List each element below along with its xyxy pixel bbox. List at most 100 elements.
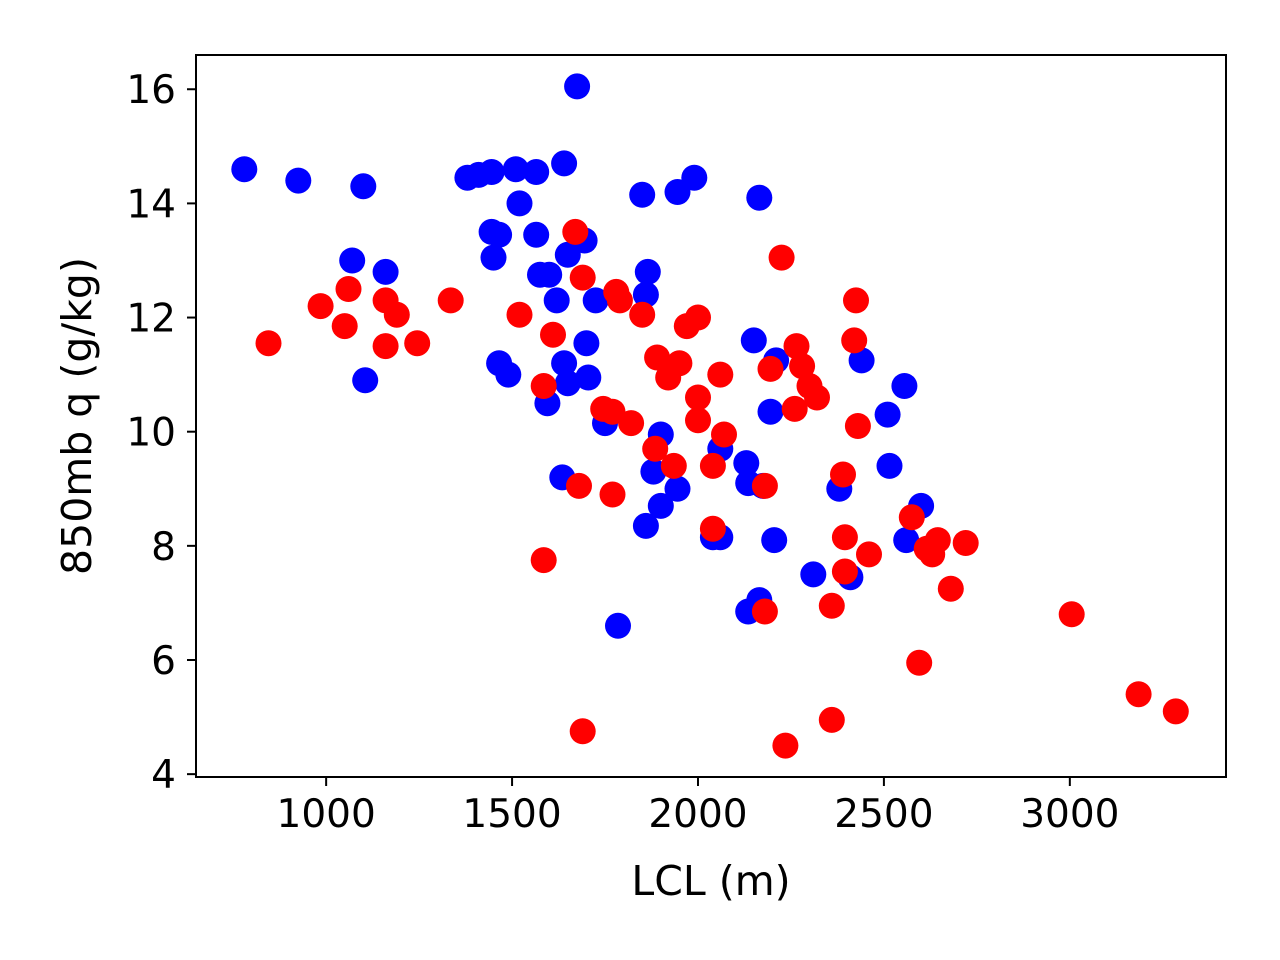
data-point — [848, 347, 875, 374]
y-axis-ticks: 4 6 8 10 12 14 16 — [126, 68, 196, 798]
data-point — [746, 184, 773, 211]
data-point — [898, 504, 925, 531]
data-point — [893, 527, 920, 554]
x-tick-label: 1000 — [277, 792, 376, 837]
x-axis-ticks: 1000 1500 2000 2500 3000 — [277, 777, 1119, 837]
data-point — [506, 301, 533, 328]
data-point — [751, 598, 778, 625]
data-point — [642, 435, 669, 462]
data-point — [582, 287, 609, 314]
data-point — [751, 472, 778, 499]
data-point — [781, 395, 808, 422]
data-point — [634, 258, 661, 285]
data-point — [551, 350, 578, 377]
data-point — [502, 156, 529, 183]
data-point — [599, 481, 626, 508]
data-point — [331, 313, 358, 340]
data-point — [800, 561, 827, 588]
data-point — [772, 732, 799, 759]
data-point — [924, 527, 951, 554]
data-point — [844, 413, 871, 439]
data-point — [523, 221, 550, 248]
data-point — [372, 258, 399, 285]
data-point — [831, 524, 858, 551]
data-point — [564, 73, 591, 100]
data-point — [629, 301, 656, 328]
data-point — [573, 330, 600, 357]
data-point — [285, 167, 312, 194]
data-point — [383, 301, 410, 328]
data-point — [569, 264, 596, 291]
data-point — [523, 159, 550, 185]
data-point — [495, 361, 522, 388]
data-point — [530, 373, 557, 399]
y-tick-label: 16 — [126, 68, 176, 113]
y-tick-label: 6 — [151, 639, 176, 684]
x-axis-label: LCL (m) — [631, 857, 790, 905]
data-point — [843, 287, 869, 314]
data-point — [575, 364, 602, 391]
data-point — [486, 221, 513, 248]
data-point — [569, 718, 596, 745]
data-point — [1125, 681, 1152, 708]
data-point — [632, 281, 659, 308]
data-point — [1058, 601, 1085, 628]
data-points — [231, 73, 1189, 759]
data-point — [804, 384, 830, 411]
data-point — [478, 159, 505, 185]
y-tick-label: 14 — [126, 182, 176, 227]
data-point — [666, 350, 693, 377]
data-point — [255, 330, 282, 357]
data-point — [632, 512, 659, 539]
data-point — [761, 527, 788, 554]
data-point — [733, 450, 760, 477]
data-point — [1162, 698, 1189, 725]
data-point — [906, 649, 933, 676]
data-point — [856, 541, 882, 568]
data-point — [339, 247, 366, 274]
data-point — [685, 407, 711, 434]
data-point — [640, 458, 667, 485]
x-tick-label: 3000 — [1020, 792, 1119, 837]
data-point — [874, 401, 901, 428]
plot-area-frame — [195, 54, 1227, 778]
data-point — [664, 475, 691, 502]
y-tick-label: 4 — [151, 753, 176, 798]
data-point — [350, 173, 377, 200]
data-point — [404, 330, 431, 357]
data-point — [437, 287, 464, 314]
data-point — [768, 244, 795, 271]
data-point — [937, 575, 964, 602]
data-point — [660, 452, 687, 479]
data-point — [681, 164, 708, 191]
data-point — [644, 344, 671, 371]
data-point — [818, 592, 845, 619]
y-tick-label: 8 — [151, 525, 176, 570]
data-point — [480, 244, 507, 271]
x-tick-label: 1500 — [462, 792, 561, 837]
data-point — [618, 410, 645, 437]
data-point — [685, 384, 711, 411]
y-axis-label: 850mb q (g/kg) — [53, 257, 101, 575]
data-point — [554, 370, 581, 397]
data-point — [783, 333, 810, 360]
data-point — [599, 398, 626, 425]
data-point — [711, 421, 737, 448]
data-point — [699, 452, 726, 479]
data-point — [606, 287, 633, 314]
data-point — [757, 398, 784, 425]
data-point — [707, 361, 734, 388]
data-point — [818, 706, 845, 733]
data-point — [647, 492, 674, 519]
x-tick-label: 2500 — [834, 792, 933, 837]
data-point — [530, 547, 557, 574]
data-point — [831, 558, 858, 585]
data-point — [543, 287, 570, 314]
data-point — [506, 190, 533, 217]
data-point — [830, 461, 856, 488]
data-point — [562, 218, 589, 245]
series-1 — [255, 218, 1189, 759]
data-point — [231, 156, 258, 183]
